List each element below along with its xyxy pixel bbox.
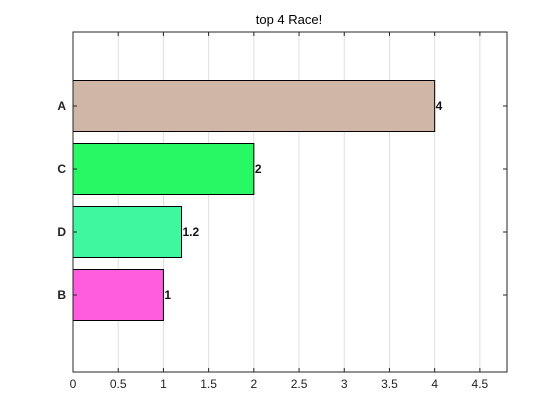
bar-value-label-A: 4 xyxy=(436,99,443,113)
x-tick-label-0: 0 xyxy=(70,377,77,391)
bar-D xyxy=(72,206,182,258)
x-tick-label-1: 0.5 xyxy=(110,377,127,391)
x-tick-label-6: 3 xyxy=(341,377,348,391)
labels: 4 A 2 C 1.2 D 1 B 0 0.5 1 1.5 2 2.5 3 3.5 4 4.5 xyxy=(57,99,488,391)
category-label-C: C xyxy=(57,162,66,176)
category-label-B: B xyxy=(57,288,66,302)
bar-B xyxy=(72,269,164,321)
axes-box xyxy=(72,31,508,373)
bar-value-label-B: 1 xyxy=(164,288,171,302)
x-tick-label-4: 2 xyxy=(250,377,257,391)
bar-value-label-D: 1.2 xyxy=(183,225,200,239)
bar-A xyxy=(72,80,436,132)
bar-value-label-C: 2 xyxy=(255,162,262,176)
x-tick-label-5: 2.5 xyxy=(291,377,308,391)
category-label-A: A xyxy=(57,99,66,113)
chart-title: top 4 Race! xyxy=(256,12,323,27)
x-tick-label-3: 1.5 xyxy=(200,377,217,391)
x-tick-label-9: 4.5 xyxy=(472,377,489,391)
x-tick-label-7: 3.5 xyxy=(381,377,398,391)
x-tick-label-8: 4 xyxy=(431,377,438,391)
category-label-D: D xyxy=(57,225,66,239)
x-tick-label-2: 1 xyxy=(160,377,167,391)
axes xyxy=(72,31,508,373)
bar-C xyxy=(72,143,255,195)
bars xyxy=(72,80,436,321)
